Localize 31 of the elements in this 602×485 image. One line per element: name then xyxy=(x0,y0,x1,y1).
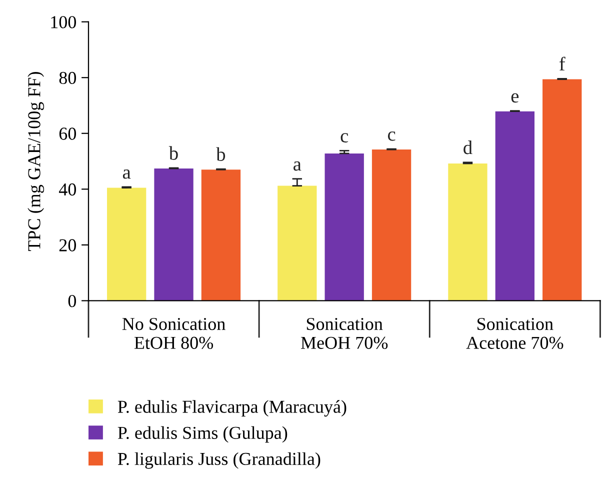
bar xyxy=(495,111,534,301)
data-label: f xyxy=(559,56,566,70)
y-tick-label: 20 xyxy=(59,239,76,252)
data-label: a xyxy=(294,161,302,171)
data-label: a xyxy=(122,169,131,179)
data-label: c xyxy=(340,133,348,143)
bar xyxy=(324,153,364,301)
bar xyxy=(372,150,412,301)
y-tick-label: 60 xyxy=(59,128,76,140)
legend-label: P. ligularis Juss (Granadilla) xyxy=(118,452,320,469)
data-label: b xyxy=(216,147,226,161)
bar xyxy=(448,163,488,301)
bar xyxy=(107,188,146,301)
x-tick-label: Sonication MeOH 70% xyxy=(300,318,388,350)
data-label: b xyxy=(168,146,178,160)
legend-label: P. edulis Sims (Gulupa) xyxy=(118,426,288,443)
data-label: d xyxy=(464,140,472,154)
x-tick-label: Sonication Acetone 70% xyxy=(466,318,564,350)
y-tick-label: 80 xyxy=(59,72,76,84)
y-axis-title: TPC (mg GAE/100g FF) xyxy=(28,72,44,251)
y-tick-label: 40 xyxy=(58,183,76,196)
bar xyxy=(201,170,241,301)
data-label: e xyxy=(511,93,519,103)
y-tick-label: 100 xyxy=(51,16,76,28)
bar xyxy=(278,186,317,301)
data-label: c xyxy=(388,132,396,141)
bar xyxy=(542,79,582,301)
x-tick-label: No Sonication EtOH 80% xyxy=(122,318,226,350)
legend-label: P. edulis Flavicarpa (Maracuyá) xyxy=(118,400,346,417)
y-tick-label: 0 xyxy=(68,294,76,308)
bar xyxy=(154,168,194,301)
